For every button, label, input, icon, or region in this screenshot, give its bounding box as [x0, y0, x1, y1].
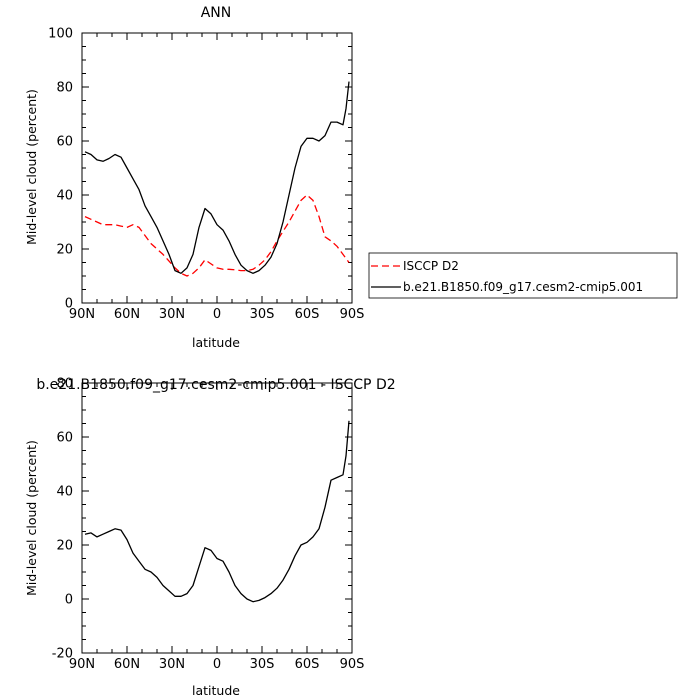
bottom-y-tick-label: 0: [65, 593, 73, 608]
bottom-x-tick-label: 30N: [159, 657, 185, 672]
bottom-x-tick-label: 30S: [250, 657, 275, 672]
top-chart-xlabel: latitude: [192, 335, 240, 350]
bottom-x-tick-label: 0: [213, 657, 221, 672]
bottom-y-tick-label: 80: [56, 377, 73, 392]
top-x-tick-label: 60S: [295, 307, 320, 322]
legend-label-model: b.e21.B1850.f09_g17.cesm2-cmip5.001: [403, 280, 643, 294]
bottom-y-tick-label: 40: [56, 485, 73, 500]
top-chart-title: ANN: [201, 5, 232, 21]
top-plot-frame: [81, 32, 353, 304]
top-y-tick-label: 80: [56, 81, 73, 96]
top-x-tick-label: 0: [213, 307, 221, 322]
top-y-tick-label: 0: [65, 297, 73, 312]
top-y-tick-label: 20: [56, 243, 73, 258]
bottom-x-tick-label: 90N: [69, 657, 95, 672]
top-chart: 90N 60N 30N 0 30S 60S 90S 0 20 40 60 80 100: [48, 27, 364, 323]
top-x-tick-label: 90S: [340, 307, 365, 322]
bottom-x-tick-label: 60N: [114, 657, 140, 672]
top-chart-ylabel: Mid-level cloud (percent): [24, 89, 39, 245]
top-x-tick-label: 30S: [250, 307, 275, 322]
bottom-y-tick-label: -20: [52, 647, 73, 662]
top-y-tick-label: 60: [56, 135, 73, 150]
bottom-chart: 90N 60N 30N 0 30S 60S 90S -20 0 20 40 60 80: [52, 377, 365, 673]
bottom-chart-xlabel: latitude: [192, 683, 240, 698]
top-y-tick-label: 100: [48, 27, 73, 42]
top-series-line-1: [84, 81, 350, 274]
bottom-plot-frame: [81, 382, 353, 654]
bottom-chart-ylabel: Mid-level cloud (percent): [24, 440, 39, 596]
bottom-chart-title: b.e21.B1850.f09_g17.cesm2-cmip5.001 - IS…: [36, 377, 395, 393]
bottom-y-tick-label: 60: [56, 431, 73, 446]
bottom-series-line-0: [84, 420, 350, 603]
legend: ISCCP D2 b.e21.B1850.f09_g17.cesm2-cmip5…: [368, 252, 678, 299]
top-x-tick-label: 60N: [114, 307, 140, 322]
top-series-line-0: [84, 194, 350, 277]
legend-box: [368, 252, 678, 299]
legend-label-isccp: ISCCP D2: [403, 259, 459, 273]
top-x-tick-label: 90N: [69, 307, 95, 322]
bottom-x-tick-label: 60S: [295, 657, 320, 672]
bottom-x-tick-label: 90S: [340, 657, 365, 672]
bottom-y-tick-label: 20: [56, 539, 73, 554]
top-y-tick-label: 40: [56, 189, 73, 204]
top-x-tick-label: 30N: [159, 307, 185, 322]
